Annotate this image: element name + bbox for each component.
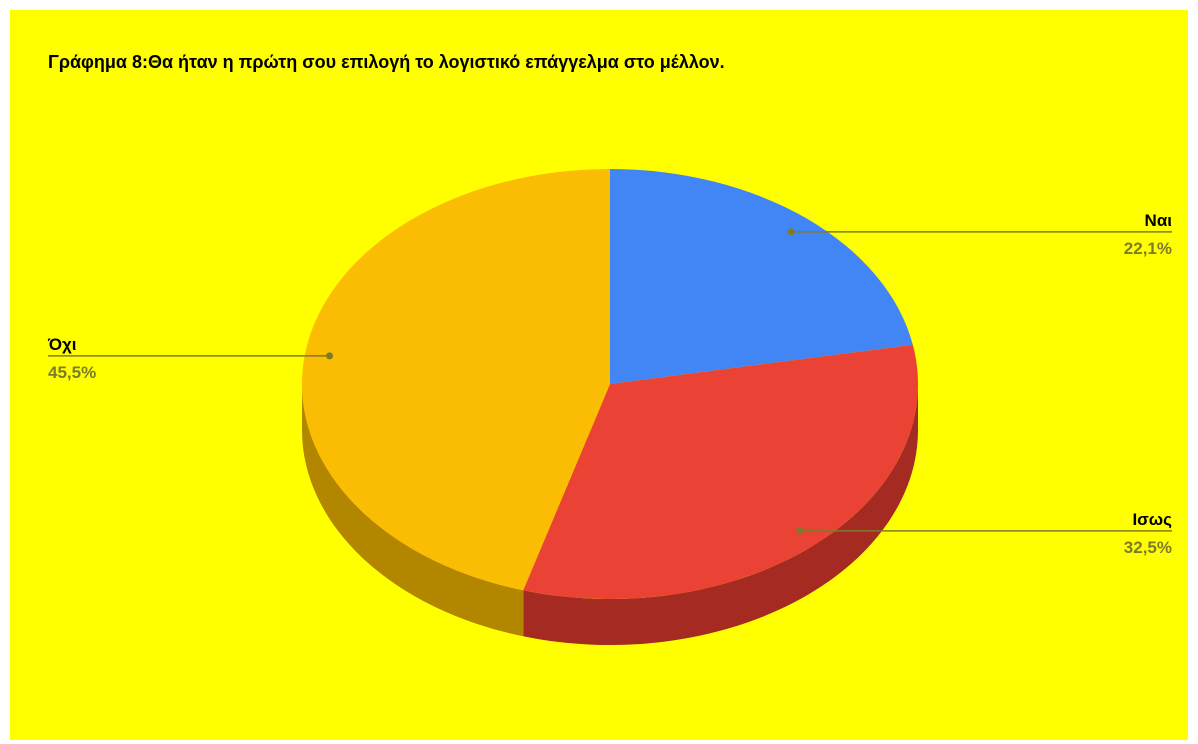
pie-tops xyxy=(301,169,919,599)
slice-value-Ναι: 22,1% xyxy=(1124,239,1172,258)
leader-dot-Όχι xyxy=(326,352,334,360)
pie-sides xyxy=(302,384,918,646)
slice-label-Όχι: Όχι xyxy=(47,335,77,354)
pie-slice-Ισως[interactable] xyxy=(523,344,919,599)
pie-side-Ισως xyxy=(523,384,918,646)
leader-dot-Ισως xyxy=(796,527,804,535)
slice-label-Ναι: Ναι xyxy=(1145,211,1173,230)
chart-title: Γράφημα 8:Θα ήταν η πρώτη σου επιλογή το… xyxy=(48,52,725,72)
leader-dot-Ναι xyxy=(787,228,795,236)
slice-value-Ισως: 32,5% xyxy=(1124,538,1172,557)
slice-value-Όχι: 45,5% xyxy=(48,363,96,382)
slice-label-Ισως: Ισως xyxy=(1132,510,1172,529)
pie-labels: Ναι 22,1% Ισως 32,5% Όχι 45,5% xyxy=(47,211,1172,557)
pie-slice-Όχι[interactable] xyxy=(301,169,610,591)
pie-slice-Ναι[interactable] xyxy=(610,169,913,384)
pie-side-Όχι xyxy=(302,384,524,637)
